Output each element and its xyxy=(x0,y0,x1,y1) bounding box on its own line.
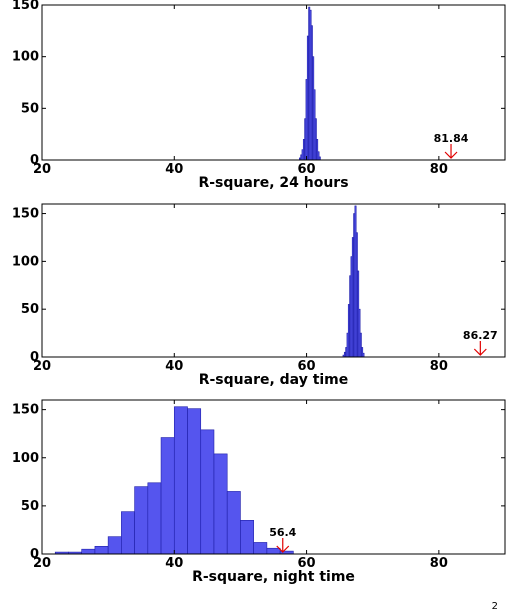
y-tick-label: 0 xyxy=(30,153,39,168)
histogram-panel-3: 20 40 60 80 0 50 100 150 R-square, night time 56.… xyxy=(12,399,506,585)
y-tick-label: 50 xyxy=(21,499,39,514)
x-tick-label: 40 xyxy=(165,359,183,374)
annotation-arrow-head xyxy=(276,545,290,553)
y-tick-label: 150 xyxy=(12,207,39,222)
x-tick-label: 40 xyxy=(165,556,183,571)
bar-3-15 xyxy=(240,520,254,555)
y-tick-label: 100 xyxy=(12,451,39,466)
bar-3-17 xyxy=(266,547,281,555)
x-tick-label: 20 xyxy=(33,556,51,571)
bar-3-10 xyxy=(173,406,188,555)
bar-3-11 xyxy=(187,408,202,555)
y-tick-label: 100 xyxy=(12,254,39,269)
axes-frame xyxy=(41,203,506,358)
bar-2-16 xyxy=(362,352,365,358)
bar-3-6 xyxy=(121,511,135,555)
x-tick-label: 20 xyxy=(33,359,51,374)
x-tick-label: 80 xyxy=(430,556,448,571)
axes-frame xyxy=(41,4,506,161)
bar-3-4 xyxy=(94,545,109,555)
bar-3-5 xyxy=(107,536,122,555)
x-axis-label: R-square, day time xyxy=(199,372,349,388)
x-tick-label: 40 xyxy=(165,162,183,177)
bar-3-12 xyxy=(200,429,215,555)
y-tick-label: 150 xyxy=(12,0,39,13)
axes-frame xyxy=(41,399,506,555)
bar-3-9 xyxy=(160,437,175,555)
y-tick-label: 150 xyxy=(12,403,39,418)
bar-3-16 xyxy=(253,542,268,555)
y-tick-label: 100 xyxy=(12,50,39,65)
bar-3-7 xyxy=(134,486,149,555)
bar-3-3 xyxy=(81,548,96,555)
x-tick-label: 60 xyxy=(298,162,316,177)
annotation-label: 56.4 xyxy=(269,526,296,539)
annotation-label: 81.84 xyxy=(434,132,469,145)
x-axis-label: R-square, 24 hours xyxy=(198,175,348,191)
x-tick-label: 80 xyxy=(430,162,448,177)
annotation-arrow-head xyxy=(473,348,487,356)
x-tick-label: 80 xyxy=(430,359,448,374)
page-number: 2 xyxy=(491,601,498,612)
histogram-panel-1: 20 40 60 80 0 50 100 150 R-square, 24 hours 81.84 xyxy=(12,0,506,191)
x-tick-label: 60 xyxy=(298,556,316,571)
y-tick-label: 0 xyxy=(30,547,39,562)
y-tick-label: 50 xyxy=(21,302,39,317)
annotation-label: 86.27 xyxy=(463,329,498,342)
annotation-arrow-head xyxy=(444,151,458,159)
x-axis-label: R-square, night time xyxy=(192,569,355,585)
y-tick-label: 50 xyxy=(21,101,39,116)
bar-3-8 xyxy=(147,482,162,555)
x-tick-label: 20 xyxy=(33,162,51,177)
histogram-panel-2: 20 40 60 80 0 50 100 150 R-square, day time 86.27 xyxy=(12,203,506,388)
x-tick-label: 60 xyxy=(298,359,316,374)
bar-3-13 xyxy=(213,453,228,555)
y-tick-label: 0 xyxy=(30,350,39,365)
bar-3-14 xyxy=(226,491,241,555)
